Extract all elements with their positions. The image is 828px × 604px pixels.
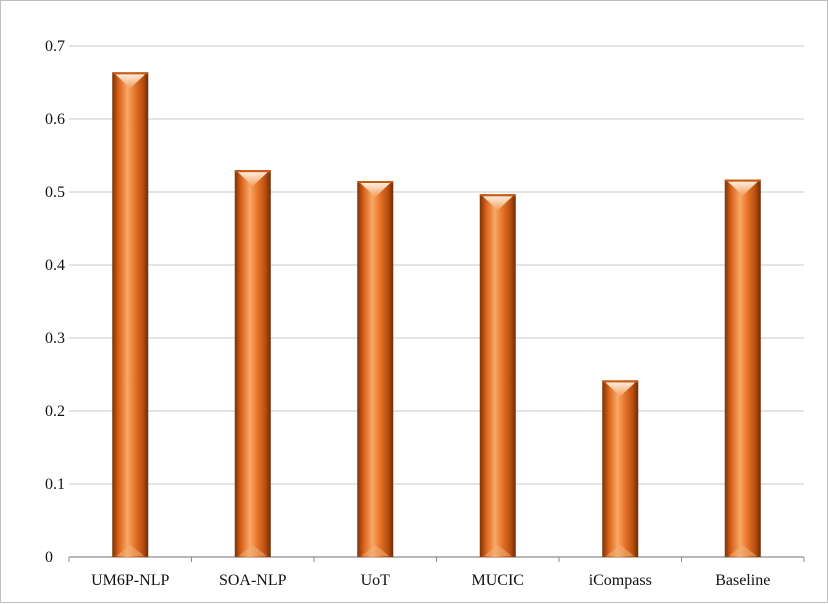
bar-uot (357, 181, 394, 558)
x-tick-label: SOA-NLP (219, 572, 287, 589)
y-tick-label: 0.4 (45, 257, 65, 274)
bar-cap-highlight (115, 74, 146, 89)
x-tick-label: UoT (361, 572, 391, 589)
bar-icompass (602, 380, 639, 557)
bar-baseline (724, 179, 761, 557)
y-tick-label: 0.3 (45, 330, 65, 347)
bar-base-bevel (483, 545, 512, 556)
x-tick-label: iCompass (589, 572, 652, 589)
bar-body (112, 72, 149, 557)
bar-cap-highlight (237, 172, 268, 187)
bar-base-bevel (116, 545, 145, 556)
bar-cap-highlight (605, 382, 636, 397)
x-tick-label: MUCIC (472, 572, 524, 589)
x-tick-label: Baseline (715, 572, 770, 589)
bar-body (602, 380, 639, 557)
bar-soa-nlp (234, 170, 271, 557)
bar-cap-highlight (727, 181, 758, 196)
bar-mucic (479, 194, 516, 557)
bar-um6p-nlp (112, 72, 149, 557)
bar-body (357, 181, 394, 558)
bar-body (724, 179, 761, 557)
y-tick-label: 0.5 (45, 184, 65, 201)
bar-base-bevel (728, 545, 757, 556)
bar-body (234, 170, 271, 557)
y-tick-label: 0.7 (45, 38, 65, 55)
bar-base-bevel (238, 545, 267, 556)
bar-cap-highlight (360, 183, 391, 198)
x-tick-label: UM6P-NLP (91, 572, 169, 589)
bar-base-bevel (361, 545, 390, 556)
y-tick-label: 0.6 (45, 111, 65, 128)
y-tick-label: 0.1 (45, 476, 65, 493)
bar-base-bevel (606, 545, 635, 556)
y-tick-label: 0.2 (45, 403, 65, 420)
bar-body (479, 194, 516, 557)
y-tick-label: 0 (45, 549, 53, 566)
bar-cap-highlight (482, 196, 513, 211)
